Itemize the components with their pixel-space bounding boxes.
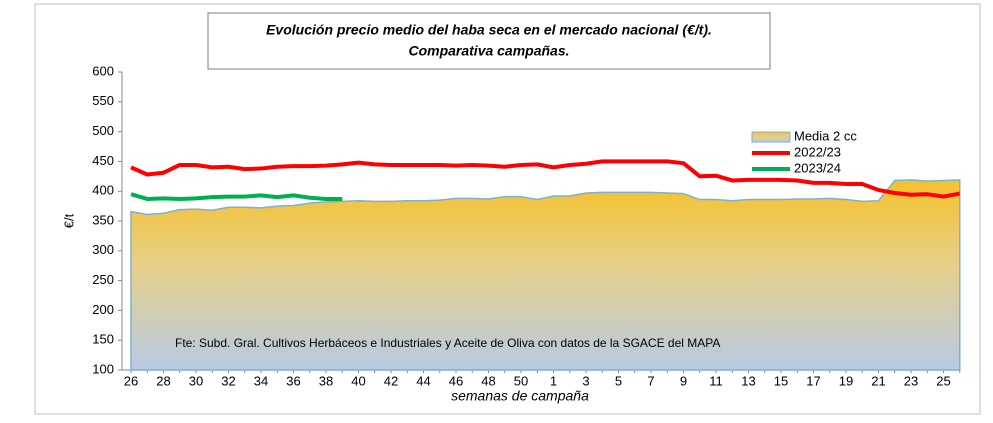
x-tick-label: 50 xyxy=(514,373,528,388)
x-tick-label: 11 xyxy=(709,373,723,388)
legend-label: 2023/24 xyxy=(794,160,841,175)
x-tick-label: 23 xyxy=(904,373,918,388)
area xyxy=(130,179,961,371)
x-tick-label: 40 xyxy=(351,373,365,388)
x-tick-label: 15 xyxy=(774,373,788,388)
x-tick-label: 28 xyxy=(156,373,170,388)
x-tick-label: 25 xyxy=(936,373,950,388)
chart-frame xyxy=(34,3,981,415)
x-tick-label: 48 xyxy=(481,373,495,388)
y-axis-label: €/t xyxy=(61,213,76,228)
x-tick-label: 3 xyxy=(582,373,589,388)
y-tick-label: 350 xyxy=(92,212,114,227)
legend-label: Media 2 cc xyxy=(794,128,857,143)
x-tick-label: 19 xyxy=(839,373,853,388)
y-tick-label: 450 xyxy=(92,153,114,168)
x-tick-label: 1 xyxy=(550,373,557,388)
y-tick-label: 600 xyxy=(92,63,114,78)
x-tick-label: 13 xyxy=(741,373,755,388)
x-tick-label: 44 xyxy=(416,373,430,388)
y-tick-label: 400 xyxy=(92,183,114,198)
y-tick-label: 500 xyxy=(92,123,114,138)
chart-title: Evolución precio medio del haba seca en … xyxy=(266,22,712,38)
source-note: Fte: Subd. Gral. Cultivos Herbáceos e In… xyxy=(175,336,720,350)
y-tick-label: 150 xyxy=(92,332,114,347)
y-tick-label: 100 xyxy=(92,361,114,376)
x-tick-label: 32 xyxy=(221,373,235,388)
y-tick-label: 550 xyxy=(92,93,114,108)
title-box xyxy=(207,12,771,70)
y-tick-label: 200 xyxy=(92,302,114,317)
x-tick-label: 5 xyxy=(615,373,622,388)
x-tick-label: 38 xyxy=(319,373,333,388)
x-tick-label: 42 xyxy=(384,373,398,388)
x-tick-label: 26 xyxy=(124,373,138,388)
line xyxy=(130,192,343,201)
x-tick-label: 46 xyxy=(449,373,463,388)
x-tick-label: 34 xyxy=(254,373,268,388)
x-tick-label: 9 xyxy=(680,373,687,388)
legend-label: 2022/23 xyxy=(794,144,841,159)
chart-title: Comparativa campañas. xyxy=(408,43,569,59)
legend-swatch xyxy=(751,131,791,143)
x-tick-label: 30 xyxy=(189,373,203,388)
x-tick-label: 36 xyxy=(286,373,300,388)
x-axis-label: semanas de campaña xyxy=(451,388,589,404)
line xyxy=(130,159,961,199)
x-tick-label: 7 xyxy=(647,373,654,388)
y-tick-label: 300 xyxy=(92,242,114,257)
x-tick-label: 21 xyxy=(871,373,885,388)
x-tick-label: 17 xyxy=(806,373,820,388)
y-tick-label: 250 xyxy=(92,272,114,287)
